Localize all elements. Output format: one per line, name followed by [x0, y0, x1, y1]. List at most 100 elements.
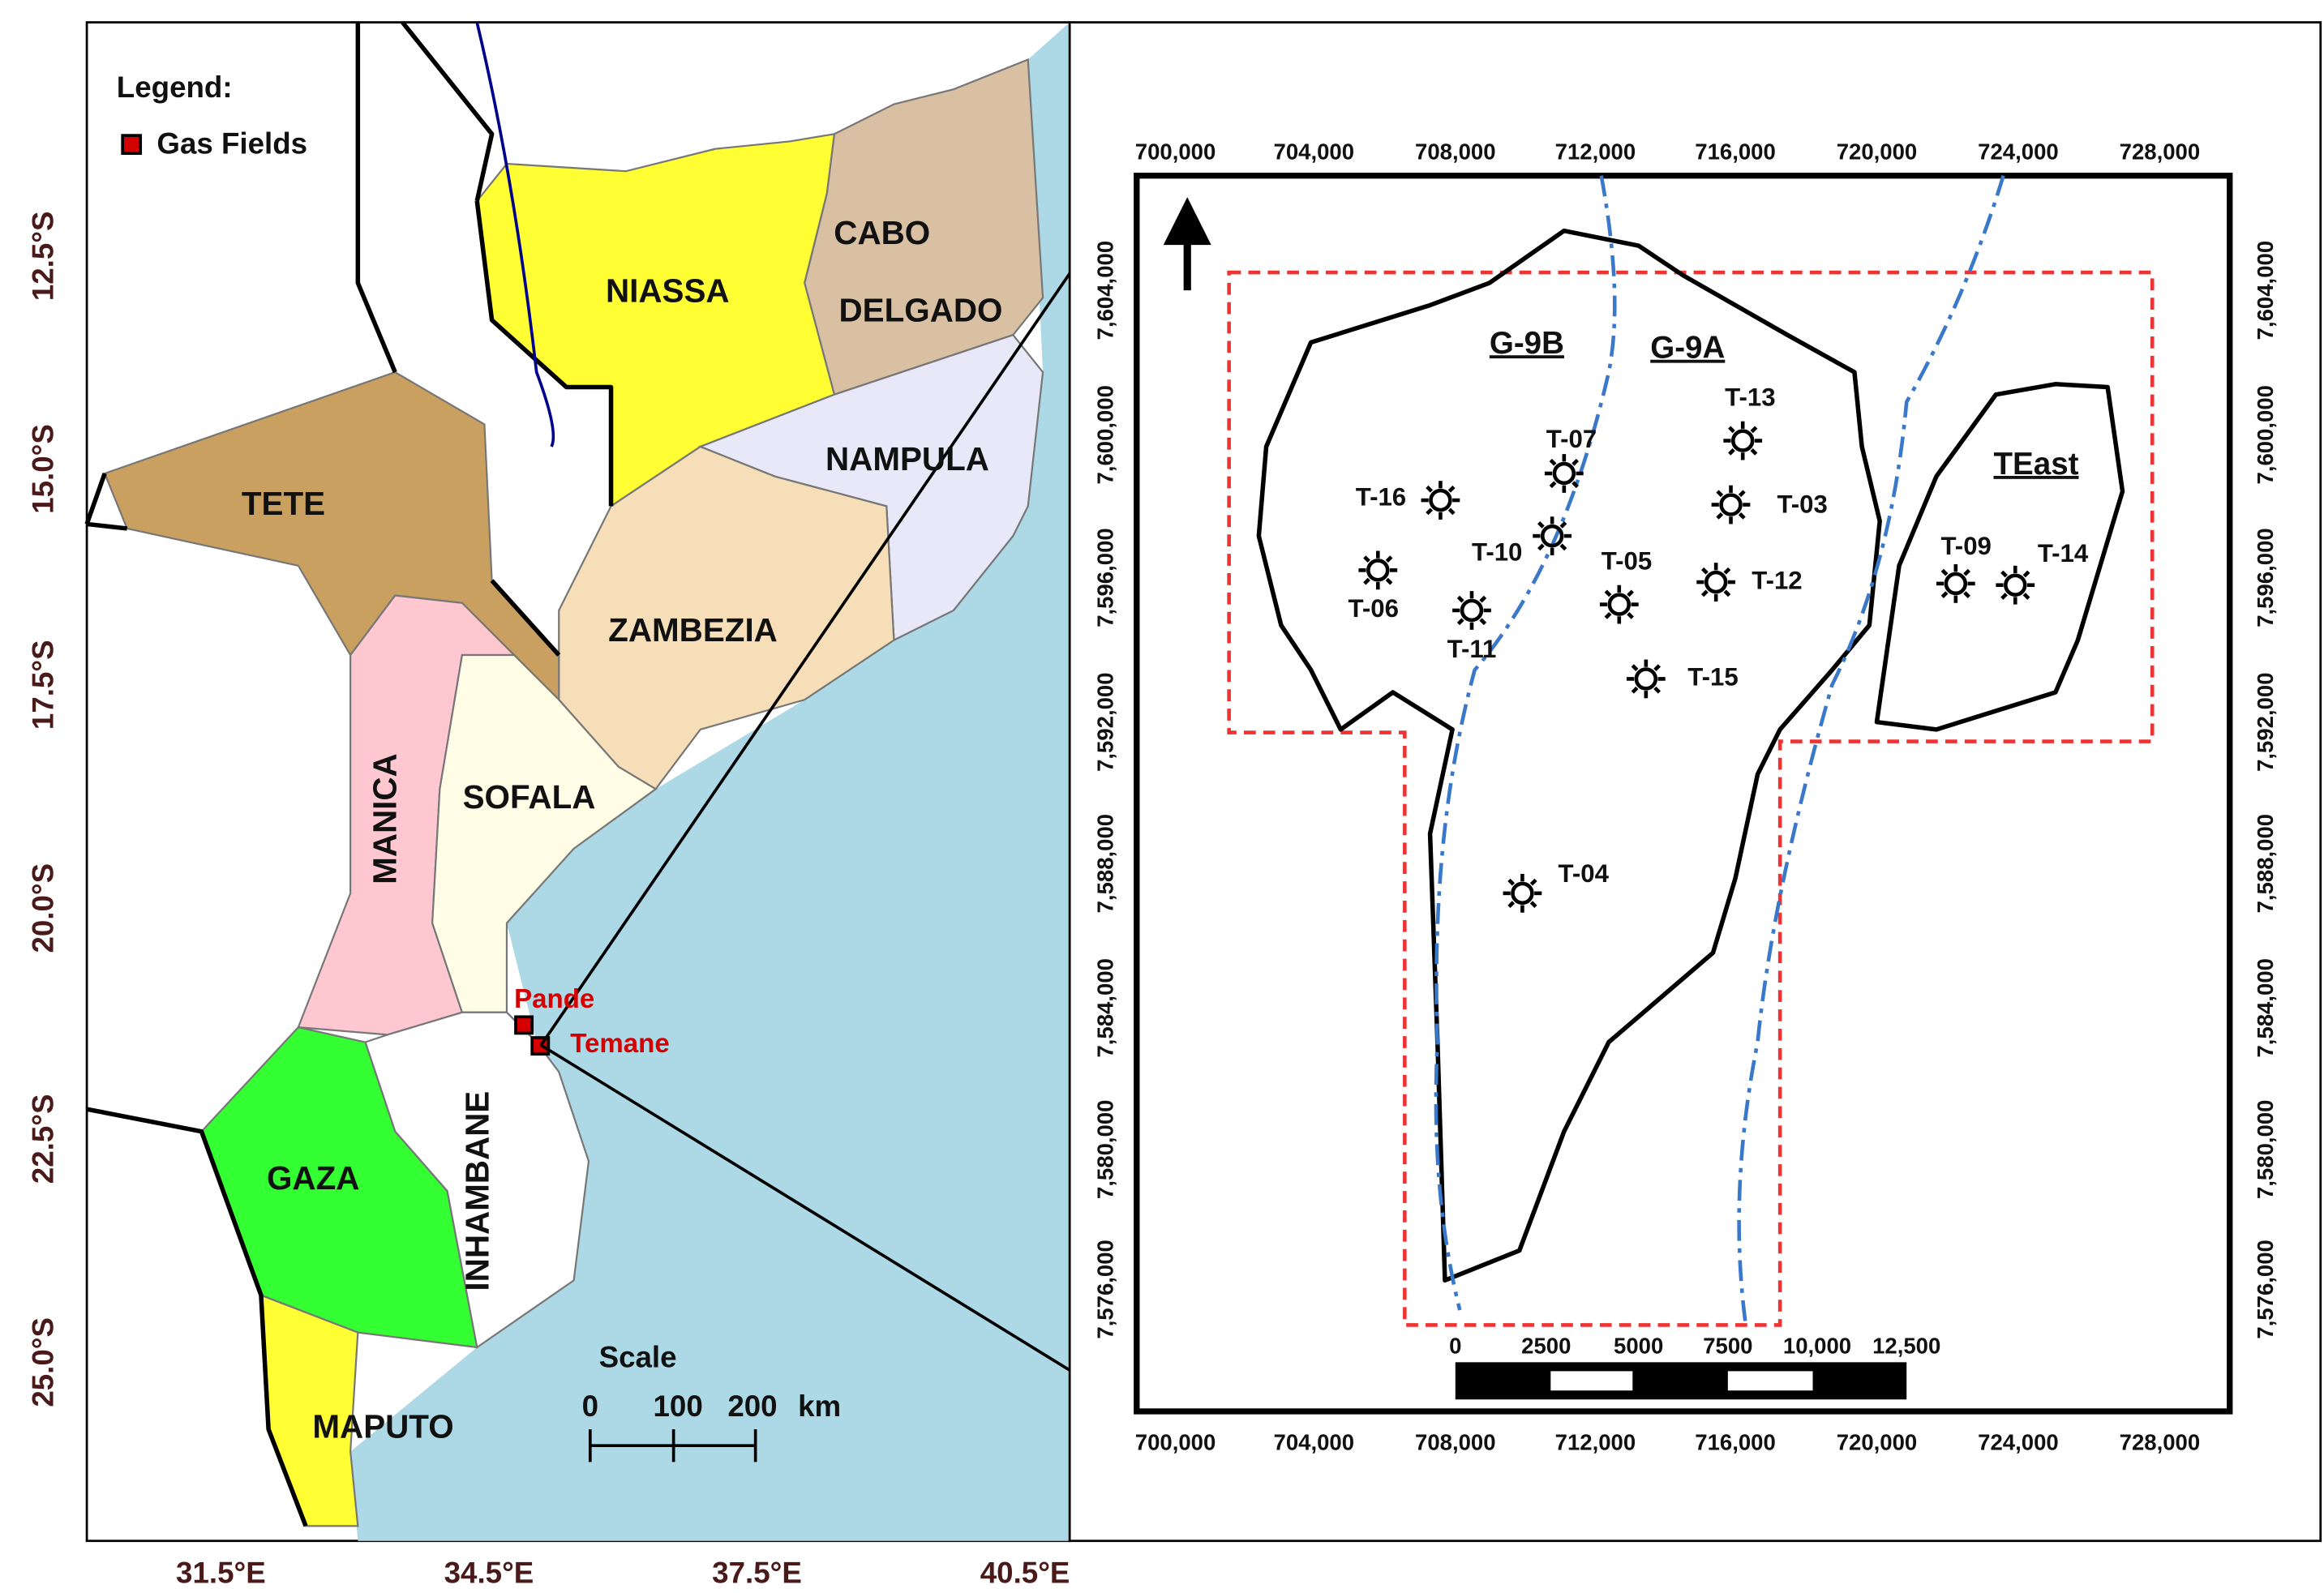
latitude-label: 12.5°S: [26, 212, 59, 302]
north-arrow: [1163, 197, 1211, 291]
legend-title: Legend:: [117, 71, 233, 104]
well-label: T-10: [1472, 537, 1522, 566]
y-tick-label: 7,588,000: [1092, 814, 1117, 913]
y-tick-label: 7,584,000: [2253, 958, 2278, 1057]
scale-title: Scale: [599, 1340, 677, 1373]
scale-bar-label: 7500: [1703, 1333, 1752, 1358]
y-tick-label: 7,584,000: [1092, 958, 1117, 1057]
longitude-label: 31.5°E: [176, 1557, 266, 1590]
latitude-label: 20.0°S: [26, 863, 59, 953]
sofala: [431, 653, 658, 1013]
x-tick-label: 700,000: [1135, 1430, 1216, 1455]
gas-field-label: Temane: [570, 1029, 669, 1059]
x-tick-label: 724,000: [1978, 1430, 2059, 1455]
license-boundary: [1227, 270, 2155, 1327]
x-tick-label: 728,000: [2120, 1430, 2201, 1455]
zambezia: [558, 445, 895, 790]
well-label: T-04: [1558, 859, 1609, 888]
scale-bar-label: 12,500: [1872, 1333, 1940, 1358]
x-tick-label: 720,000: [1837, 139, 1918, 164]
well-label: T-05: [1602, 546, 1652, 575]
scale-bar-label: 10,000: [1783, 1333, 1851, 1358]
scale-tick: 100: [654, 1390, 703, 1423]
y-tick-label: 7,604,000: [2253, 241, 2278, 340]
inset-frame: [1134, 173, 2233, 1415]
gas-field-label: Pande: [514, 984, 594, 1014]
well-label: T-13: [1725, 383, 1775, 411]
well-label: T-12: [1752, 566, 1802, 594]
x-tick-label: 704,000: [1274, 139, 1355, 164]
province-label: SOFALA: [463, 778, 596, 816]
scale-bar-label: 2500: [1521, 1333, 1571, 1358]
ocean: [350, 22, 1070, 1541]
scale-unit: km: [798, 1390, 841, 1423]
provinces: [103, 58, 1044, 1527]
x-tick-label: 700,000: [1135, 139, 1216, 164]
well-label: T-03: [1777, 490, 1827, 519]
well-label: T-09: [1940, 532, 1991, 560]
block-boundary-west: [1434, 175, 1617, 1311]
x-tick-label: 708,000: [1415, 139, 1496, 164]
province-label: MANICA: [367, 753, 404, 884]
scale-bar-seg: [1550, 1371, 1633, 1391]
y-tick-label: 7,596,000: [2253, 528, 2278, 627]
block-label: G-9A: [1650, 331, 1725, 366]
province-label: NAMPULA: [825, 440, 989, 477]
y-tick-label: 7,592,000: [2253, 672, 2278, 771]
x-tick-label: 708,000: [1415, 1430, 1496, 1455]
left-map: [84, 20, 1071, 1543]
scale-tick: 200: [727, 1390, 777, 1423]
lake: [475, 22, 555, 447]
legend-item: Gas Fields: [157, 127, 307, 161]
province-label: MAPUTO: [312, 1408, 453, 1445]
scale-bar-seg: [1727, 1371, 1813, 1391]
y-tick-label: 7,592,000: [1092, 672, 1117, 771]
province-label: DELGADO: [839, 291, 1003, 328]
scale-bar-label: 5000: [1614, 1333, 1663, 1358]
y-tick-label: 7,580,000: [1092, 1099, 1117, 1198]
longitude-label: 34.5°E: [444, 1557, 534, 1590]
x-tick-label: 716,000: [1695, 1430, 1776, 1455]
block-label: TEast: [1994, 447, 2079, 482]
legend-marker: [121, 134, 143, 155]
pande-marker: [514, 1015, 534, 1035]
x-tick-label: 712,000: [1555, 139, 1636, 164]
well-label: T-11: [1447, 635, 1497, 663]
longitude-label: 37.5°E: [712, 1557, 802, 1590]
x-tick-label: 704,000: [1274, 1430, 1355, 1455]
x-tick-label: 716,000: [1695, 139, 1776, 164]
x-tick-label: 712,000: [1555, 1430, 1636, 1455]
y-tick-label: 7,604,000: [1092, 241, 1117, 340]
y-tick-label: 7,576,000: [1092, 1240, 1117, 1338]
zoom-lines: [539, 174, 1138, 1413]
x-tick-label: 720,000: [1837, 1430, 1918, 1455]
province-label: CABO: [834, 214, 930, 251]
y-tick-label: 7,580,000: [2253, 1099, 2278, 1198]
longitude-label: 40.5°E: [980, 1557, 1070, 1590]
latitude-label: 22.5°S: [26, 1094, 59, 1184]
x-tick-label: 724,000: [1978, 139, 2059, 164]
latitude-label: 15.0°S: [26, 424, 59, 514]
y-tick-label: 7,576,000: [2253, 1240, 2278, 1338]
province-label: GAZA: [267, 1159, 359, 1197]
well-label: T-06: [1349, 594, 1399, 623]
scale-bar: [1455, 1362, 1907, 1400]
scale-bar-label: 0: [1449, 1333, 1461, 1358]
well-label: T-14: [2038, 539, 2089, 567]
scale-line: [588, 1428, 757, 1462]
well-label: T-15: [1687, 663, 1738, 692]
province-label: NIASSA: [606, 272, 730, 309]
well-label: T-07: [1546, 425, 1597, 453]
block-label: G-9B: [1490, 326, 1564, 361]
country-border: [84, 20, 614, 1527]
latitude-label: 17.5°S: [26, 640, 59, 730]
y-tick-label: 7,588,000: [2253, 814, 2278, 913]
province-label: INHAMBANE: [459, 1091, 496, 1291]
province-label: ZAMBEZIA: [608, 611, 778, 649]
well-label: T-16: [1356, 482, 1406, 511]
teast-outline: [1874, 382, 2125, 732]
field-outline: [1256, 228, 1882, 1283]
right-map: [1068, 21, 2322, 1543]
